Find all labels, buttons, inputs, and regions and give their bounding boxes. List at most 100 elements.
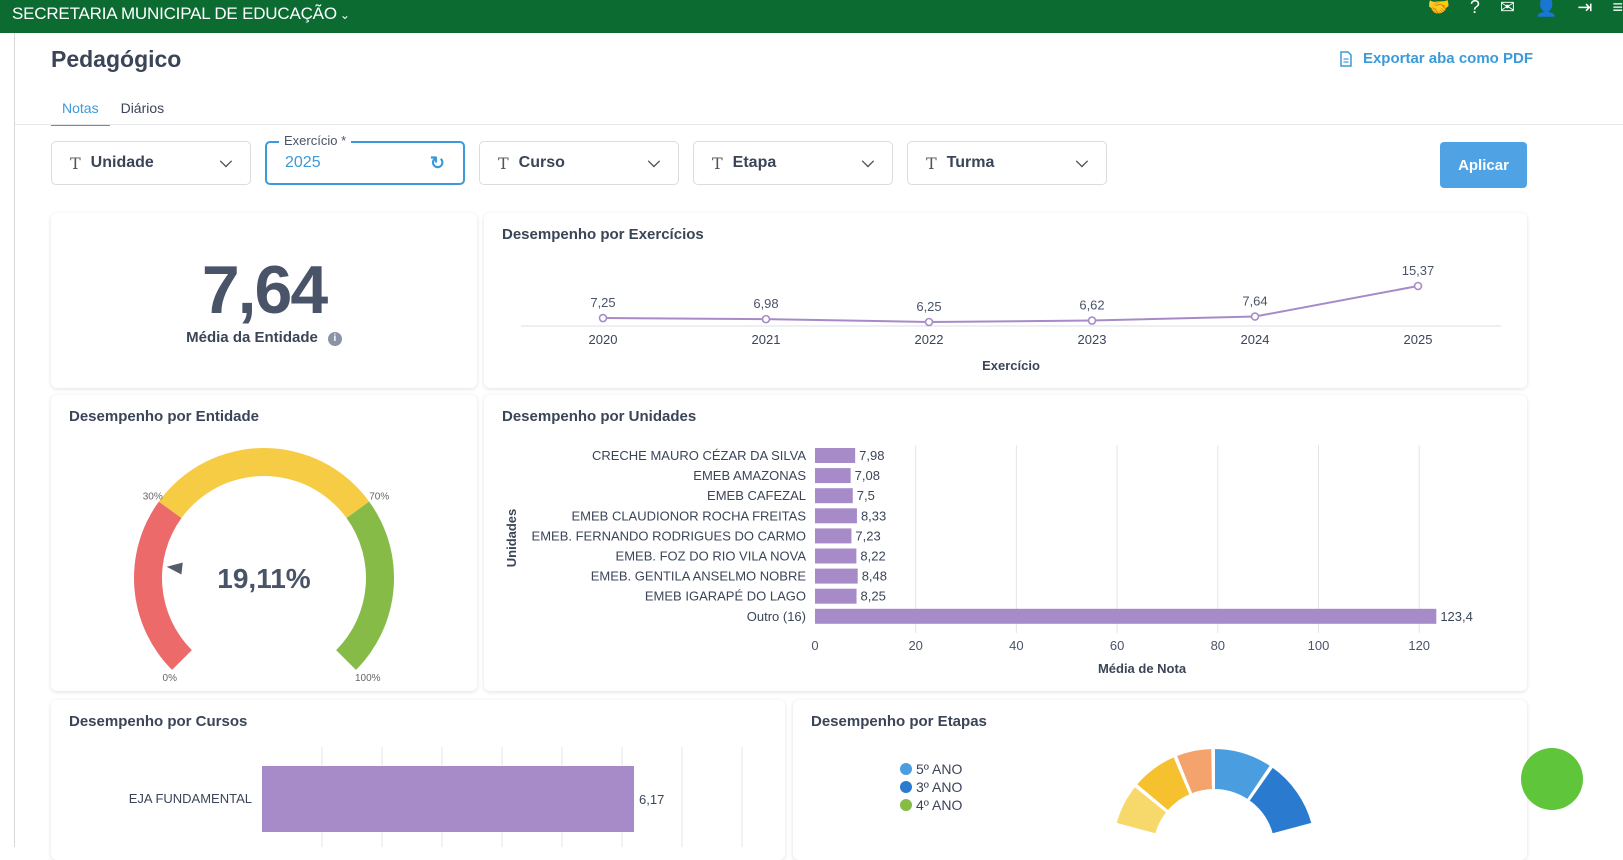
unidade-filter-label: Unidade — [90, 154, 154, 171]
x-tick-label: 40 — [1009, 638, 1023, 653]
exercicios-chart: 7,25 2020 6,98 2021 6,25 2022 6,62 2023 7,64 2024… — [521, 263, 1501, 373]
exercicio-label: Exercício * — [279, 133, 352, 148]
bar — [262, 766, 635, 832]
document-icon — [1340, 50, 1352, 67]
kpi-label: Média da Entidade — [186, 329, 318, 346]
bar — [815, 468, 851, 484]
exercicio-value: 2025 — [285, 154, 321, 171]
data-label: 123,4 — [1440, 609, 1473, 624]
mail-icon[interactable]: ✉ — [1499, 0, 1515, 17]
data-point — [761, 314, 771, 324]
data-point — [1413, 281, 1423, 291]
main-content: Pedagógico Exportar aba como PDF Notas D… — [14, 33, 1623, 860]
apply-button[interactable]: Aplicar — [1440, 142, 1527, 188]
exercicios-title: Desempenho por Exercícios — [502, 226, 704, 243]
pie-slice — [1174, 746, 1214, 796]
x-tick-label: 2021 — [752, 332, 781, 347]
exercicio-input[interactable]: Exercício * 2025 ↻ — [265, 133, 465, 185]
text-type-icon: T — [70, 153, 81, 173]
user-icon[interactable]: 👤 — [1534, 0, 1558, 17]
category-label: EMEB. FERNANDO RODRIGUES DO CARMO — [532, 528, 806, 543]
bar — [815, 588, 857, 604]
text-type-icon: T — [926, 153, 937, 173]
x-tick-label: 100 — [1308, 638, 1330, 653]
exercicios-card: Desempenho por Exercícios 7,25 2020 6,98 20… — [484, 213, 1527, 388]
x-tick-label: 2024 — [1241, 332, 1270, 347]
menu-icon[interactable]: ≡ — [1612, 0, 1623, 17]
data-label: 8,22 — [860, 549, 885, 564]
gauge-tick-label: 0% — [163, 673, 178, 684]
tab-diarios[interactable]: Diários — [120, 100, 165, 116]
tab-notas[interactable]: Notas — [51, 97, 110, 126]
data-point — [924, 317, 934, 327]
tab-divider — [15, 124, 1623, 125]
bar — [815, 508, 857, 524]
cursos-card: Desempenho por Cursos EJA FUNDAMENTAL 6,1… — [51, 700, 785, 860]
turma-filter[interactable]: T Turma ⌵ — [907, 141, 1107, 185]
etapa-filter-label: Etapa — [732, 154, 777, 171]
category-label: Outro (16) — [747, 609, 806, 624]
chat-fab-button[interactable] — [1521, 748, 1583, 810]
kpi-label-row: Média da Entidade i — [51, 329, 477, 346]
bar — [815, 608, 1437, 624]
kpi-card: 7,64 Média da Entidade i — [51, 213, 477, 388]
legend-label: 3º ANO — [916, 779, 962, 795]
curso-filter[interactable]: T Curso ⌵ — [479, 141, 679, 185]
logout-icon[interactable]: ⇥ — [1577, 0, 1593, 17]
gauge-tick-label: 100% — [355, 673, 381, 684]
unidades-chart: 0 20 40 60 80 100 120 CRECHE MAURO CÉZAR DA SIL… — [504, 445, 1473, 676]
pie-slice — [1134, 754, 1192, 813]
x-tick-label: 0 — [811, 638, 818, 653]
pie-slice — [1114, 784, 1169, 836]
entidade-card: Desempenho por Entidade 0% 30% 70% 100% 19,1… — [51, 395, 477, 691]
data-label: 6,62 — [1079, 298, 1104, 313]
info-icon[interactable]: i — [327, 332, 342, 346]
reset-icon[interactable]: ↻ — [429, 152, 445, 173]
gauge-band — [133, 501, 192, 670]
data-label: 8,33 — [861, 508, 886, 523]
data-label: 8,48 — [862, 569, 887, 584]
organization-name: SECRETARIA MUNICIPAL DE EDUCAÇÃO — [12, 4, 337, 23]
data-label: 6,25 — [916, 299, 941, 314]
data-point — [1087, 316, 1097, 325]
chevron-down-icon: ⌵ — [647, 154, 660, 171]
etapa-filter[interactable]: T Etapa ⌵ — [693, 141, 893, 185]
text-type-icon: T — [712, 153, 723, 173]
data-label: 7,98 — [859, 448, 884, 463]
chevron-down-icon: ⌵ — [861, 154, 874, 171]
export-pdf-button[interactable]: Exportar aba como PDF — [1339, 50, 1533, 67]
cursos-title: Desempenho por Cursos — [69, 713, 248, 730]
legend-marker — [900, 781, 912, 793]
legend-label: 4º ANO — [916, 797, 962, 813]
unidades-title: Desempenho por Unidades — [502, 408, 697, 425]
bar — [815, 528, 852, 544]
data-label: 6,17 — [639, 792, 664, 807]
data-label: 7,25 — [590, 295, 615, 310]
y-axis-title: Unidades — [504, 509, 519, 568]
gauge-band — [336, 501, 395, 670]
entidade-title: Desempenho por Entidade — [69, 408, 260, 425]
tab-bar: Notas Diários — [51, 97, 175, 126]
pie-slice — [1213, 746, 1273, 802]
etapas-card: Desempenho por Etapas 5º ANO 3º ANO 4º ANO — [793, 700, 1527, 860]
top-bar: SECRETARIA MUNICIPAL DE EDUCAÇÃO ⌄ 🤝 ? ✉ … — [0, 0, 1623, 33]
data-label: 6,98 — [753, 296, 778, 311]
gauge-tick-label: 70% — [369, 492, 389, 503]
category-label: EMEB IGARAPÉ DO LAGO — [645, 589, 806, 604]
x-tick-label: 2025 — [1404, 332, 1433, 347]
x-axis-title: Média de Nota — [1098, 661, 1187, 676]
help-icon[interactable]: ? — [1469, 0, 1480, 17]
gauge-value: 19,11% — [217, 563, 311, 594]
turma-filter-label: Turma — [946, 154, 995, 171]
unidade-filter[interactable]: T Unidade ⌵ — [51, 141, 251, 185]
series-line — [602, 285, 1419, 324]
category-label: EMEB. GENTILA ANSELMO NOBRE — [591, 569, 807, 584]
organization-selector[interactable]: SECRETARIA MUNICIPAL DE EDUCAÇÃO ⌄ — [12, 4, 350, 24]
pie-slice — [1247, 765, 1314, 836]
bar — [815, 548, 857, 564]
data-label: 7,64 — [1242, 294, 1267, 309]
text-type-icon: T — [498, 153, 509, 173]
category-label: EMEB. FOZ DO RIO VILA NOVA — [616, 549, 807, 564]
x-tick-label: 20 — [908, 638, 922, 653]
handshake-icon[interactable]: 🤝 — [1427, 0, 1450, 17]
